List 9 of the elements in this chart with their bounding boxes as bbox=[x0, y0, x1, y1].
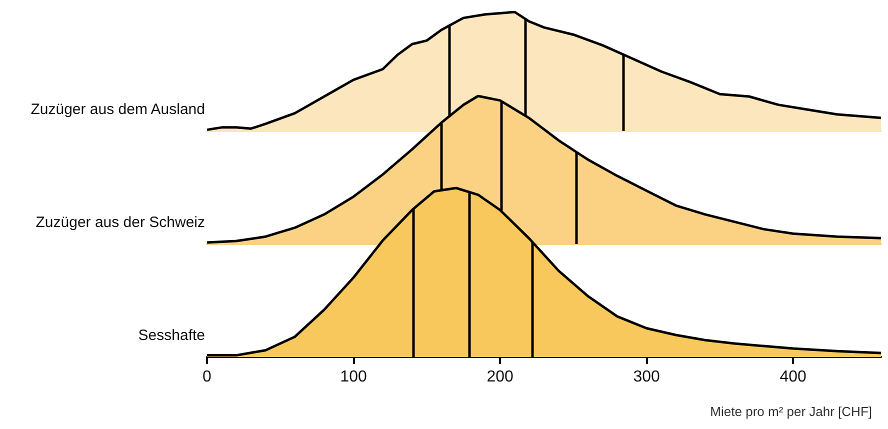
y-axis-title: Zuzüger aus dem Ausland bbox=[30, 101, 205, 118]
x-axis-title: Miete pro m² per Jahr [CHF] bbox=[710, 404, 872, 419]
x-tick-label: 200 bbox=[486, 368, 514, 386]
y-axis-title: Sesshafte bbox=[138, 327, 205, 344]
x-tick-label: 300 bbox=[633, 368, 660, 386]
x-tick-label: 100 bbox=[340, 368, 367, 386]
y-axis-title: Zuzüger aus der Schweiz bbox=[36, 214, 205, 231]
x-tick-label: 400 bbox=[780, 368, 807, 386]
x-tick-label: 0 bbox=[202, 368, 212, 386]
